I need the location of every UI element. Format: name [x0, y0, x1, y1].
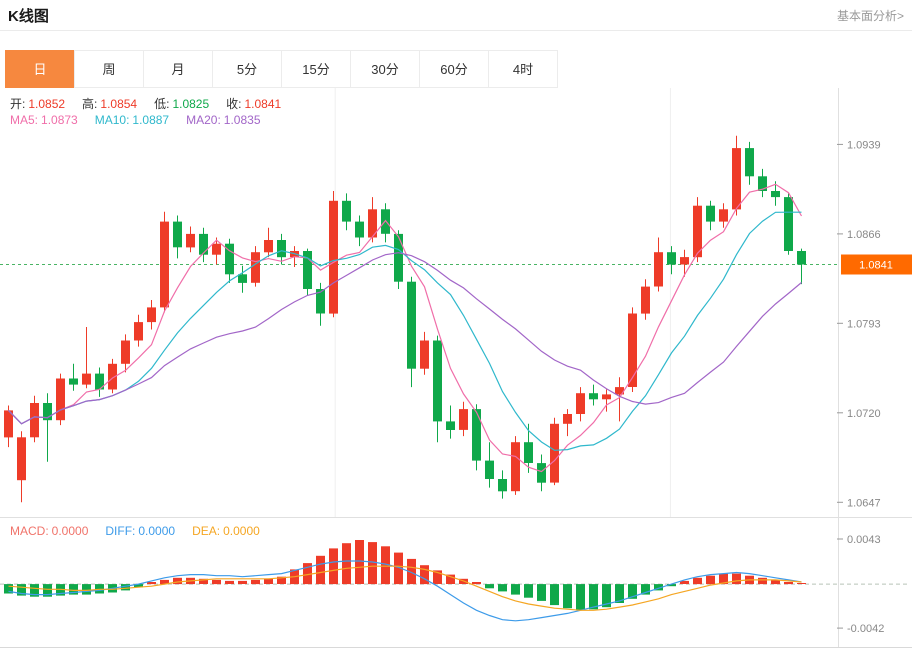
- macd-area: MACD: 0.0000 DIFF: 0.0000 DEA: 0.0000 0.004…: [0, 517, 912, 648]
- tab-60分[interactable]: 60分: [419, 50, 489, 88]
- svg-text:-0.0042: -0.0042: [847, 623, 884, 635]
- tab-日[interactable]: 日: [5, 50, 75, 88]
- main-chart-area: 开: 1.0852 高: 1.0854 低: 1.0825 收: 1.0841 MA5:…: [0, 88, 912, 517]
- tab-周[interactable]: 周: [74, 50, 144, 88]
- period-tabbar: 日周月 5分 15分 30分 60分 4时: [5, 50, 912, 88]
- tab-30分[interactable]: 30分: [350, 50, 420, 88]
- page-title: K线图: [8, 7, 49, 25]
- tab-5分[interactable]: 5分: [212, 50, 282, 88]
- tab-4时[interactable]: 4时: [488, 50, 558, 88]
- tab-15分[interactable]: 15分: [281, 50, 351, 88]
- svg-text:1.0793: 1.0793: [847, 318, 881, 330]
- fundamental-analysis-link[interactable]: 基本面分析>: [836, 8, 904, 23]
- svg-text:1.0841: 1.0841: [859, 260, 893, 272]
- macd-chart[interactable]: 0.0043 -0.0042: [0, 518, 912, 647]
- svg-text:1.0939: 1.0939: [847, 139, 881, 151]
- svg-text:1.0647: 1.0647: [847, 497, 881, 509]
- page-header: K线图 基本面分析>: [0, 0, 912, 31]
- svg-text:1.0866: 1.0866: [847, 229, 881, 241]
- svg-text:1.0720: 1.0720: [847, 408, 881, 420]
- svg-text:0.0043: 0.0043: [847, 534, 881, 546]
- tab-月[interactable]: 月: [143, 50, 213, 88]
- candlestick-chart[interactable]: 1.0939 1.0866 1.0793 1.0720 1.0647 1.0841: [0, 88, 912, 517]
